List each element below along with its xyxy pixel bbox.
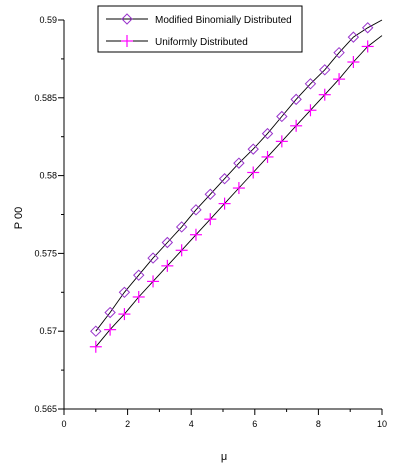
series-0-point	[304, 78, 317, 90]
series-0-point	[319, 64, 331, 76]
series-1-point	[218, 197, 231, 210]
y-tick-label: 0.565	[34, 404, 57, 414]
series-1-point	[147, 275, 160, 288]
series-1-point	[247, 166, 260, 179]
plot-area	[64, 20, 382, 409]
series-0-point	[133, 269, 145, 281]
series-1-point	[204, 213, 217, 226]
series-1-point	[132, 290, 145, 303]
series-1-point	[290, 119, 303, 132]
legend-label-0: Modified Binomially Distributed	[155, 15, 292, 26]
series-1-point	[104, 323, 117, 336]
x-tick-label: 6	[252, 419, 257, 429]
series-1-point	[89, 340, 102, 353]
series-0-point	[261, 127, 274, 140]
series-0-point	[290, 93, 302, 106]
series-0-point	[104, 306, 116, 319]
series-0-point	[218, 173, 231, 185]
x-tick-label: 0	[61, 419, 66, 429]
series-0-point	[175, 221, 188, 233]
series-0-point	[361, 22, 374, 34]
y-tick-label: 0.57	[39, 326, 57, 336]
series-1-point	[175, 244, 188, 257]
y-tick-label: 0.58	[39, 171, 57, 181]
series-1-point	[361, 40, 374, 53]
legend-label-1: Uniformly Distributed	[155, 37, 248, 48]
x-axis: 0 2 4 6 8 10	[61, 408, 387, 429]
series-1-point	[275, 135, 288, 148]
series-0-point	[247, 143, 259, 155]
x-tick-label: 2	[125, 419, 130, 429]
series-1-point	[161, 259, 174, 272]
y-axis-title: P 00	[13, 207, 25, 229]
legend-marker-1	[121, 35, 133, 47]
series-1-point	[189, 228, 202, 241]
x-axis-title: μ	[221, 451, 227, 463]
series-0-point	[233, 157, 245, 169]
series-0-point	[276, 110, 288, 123]
series-1-point	[318, 88, 331, 101]
legend: Modified Binomially Distributed Uniformly…	[97, 5, 303, 53]
legend-box	[97, 5, 303, 53]
series-1-point	[118, 308, 131, 321]
series-0-point	[190, 204, 202, 216]
series-1-point	[261, 150, 274, 163]
y-tick-label: 0.59	[39, 15, 57, 25]
series-0-point	[347, 31, 360, 43]
series-0-point	[118, 286, 131, 299]
legend-marker-0	[121, 13, 133, 25]
y-tick-label: 0.585	[34, 93, 57, 103]
x-tick-label: 4	[189, 419, 194, 429]
series-0-point	[161, 236, 174, 249]
x-tick-label: 10	[377, 419, 387, 429]
series-1-point	[333, 73, 346, 86]
series-markers	[89, 22, 374, 353]
series-1-point	[304, 104, 317, 117]
series-line-0	[95, 19, 383, 332]
y-tick-label: 0.575	[34, 248, 57, 258]
series-1-point	[232, 182, 245, 195]
x-tick-label: 8	[316, 419, 321, 429]
series-0-point	[90, 325, 102, 337]
series-0-point	[204, 188, 216, 200]
y-axis: 0.565 0.57 0.575 0.58 0.585 0.59	[34, 15, 65, 414]
series-0-point	[147, 252, 159, 264]
series-1-point	[347, 56, 360, 69]
series-0-point	[333, 46, 345, 59]
